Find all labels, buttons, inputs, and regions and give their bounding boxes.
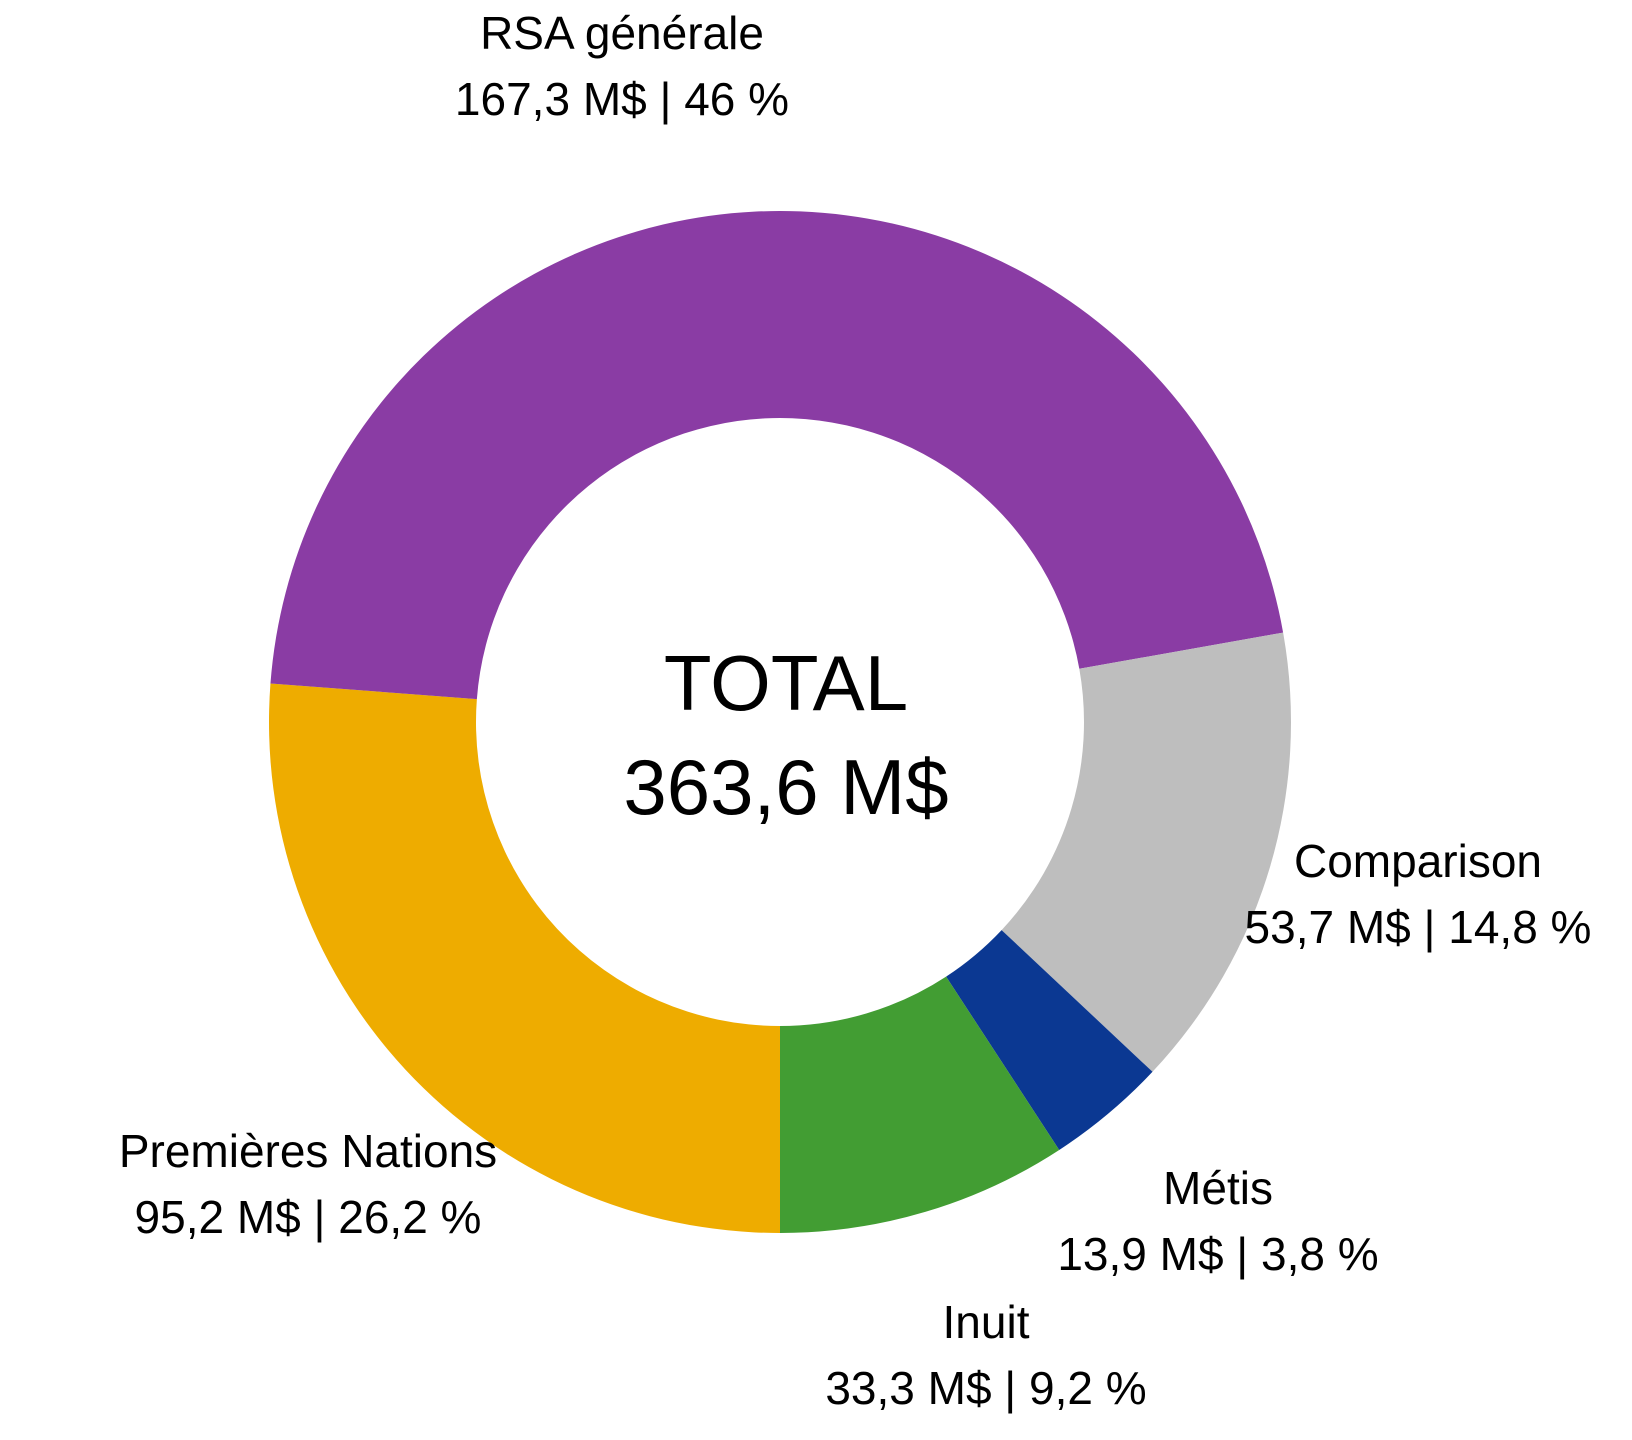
donut-segment-metis: [946, 930, 1153, 1150]
donut-segment-premieres-nations: [269, 683, 780, 1233]
total-label: TOTAL 363,6 M$: [623, 631, 948, 839]
segment-value: 167,3 M$ | 46 %: [454, 73, 790, 125]
donut-segment-inuit: [780, 976, 1060, 1233]
segment-label-comparison: Comparison 53,7 M$ | 14,8 %: [1245, 828, 1592, 960]
segment-label-inuit: Inuit 33,3 M$ | 9,2 %: [825, 1289, 1146, 1421]
segment-value: 13,9 M$ | 3,8 %: [1057, 1228, 1379, 1280]
total-value: 363,6 M$: [623, 743, 949, 831]
segment-name: Comparison: [1294, 835, 1542, 887]
segment-name: Métis: [1163, 1162, 1273, 1214]
segment-name: Premières Nations: [118, 1125, 498, 1177]
segment-name: RSA générale: [480, 7, 764, 59]
segment-label-premieres-nations: Premières Nations 95,2 M$ | 26,2 %: [119, 1118, 497, 1250]
donut-segment-comparison: [1001, 632, 1291, 1072]
segment-value: 95,2 M$ | 26,2 %: [134, 1191, 482, 1243]
segment-value: 33,3 M$ | 9,2 %: [825, 1362, 1147, 1414]
segment-name: Inuit: [942, 1296, 1030, 1348]
segment-value: 53,7 M$ | 14,8 %: [1244, 901, 1592, 953]
donut-segment-rsa-generale: [270, 210, 1284, 700]
segment-label-metis: Métis 13,9 M$ | 3,8 %: [1057, 1155, 1378, 1287]
segment-label-rsa-generale: RSA générale 167,3 M$ | 46 %: [455, 0, 789, 132]
total-title: TOTAL: [663, 639, 909, 727]
